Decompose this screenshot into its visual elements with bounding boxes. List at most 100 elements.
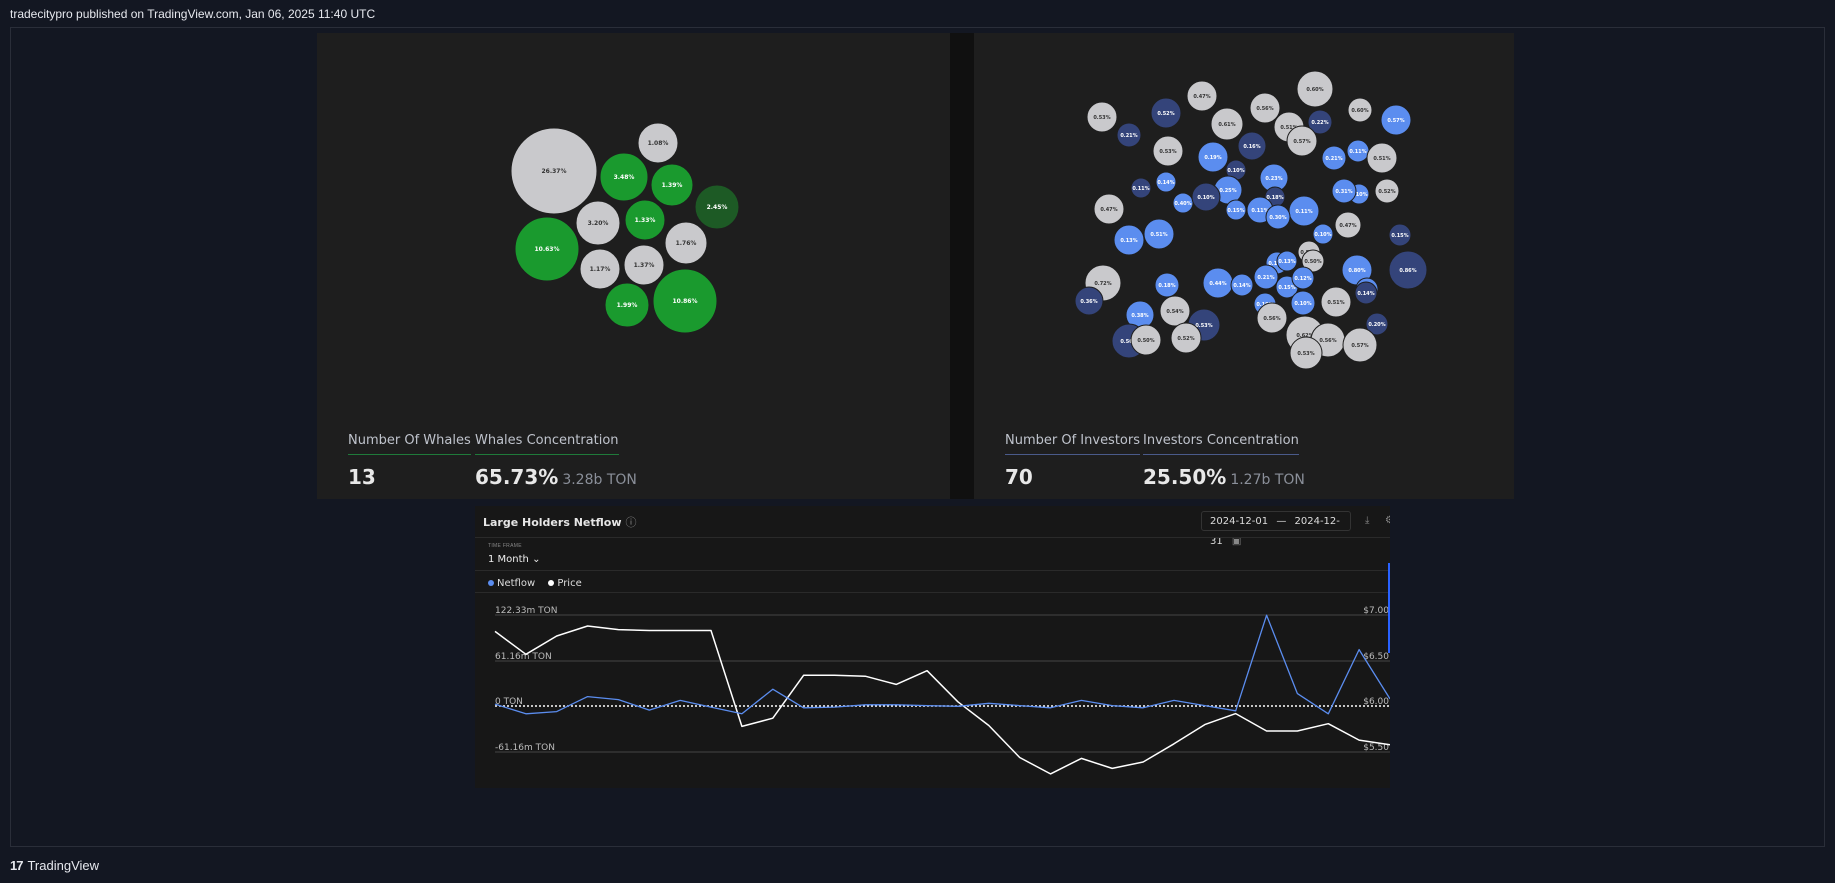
scrollbar[interactable] [1388, 563, 1390, 653]
investor-bubble[interactable] [1116, 122, 1142, 148]
legend-netflow[interactable]: Netflow [497, 578, 536, 589]
investor-bubble[interactable] [1113, 224, 1145, 256]
investor-bubble[interactable] [1154, 272, 1180, 298]
investor-bubble[interactable] [1388, 250, 1428, 290]
investor-bubble[interactable] [1366, 142, 1398, 174]
investor-bubble[interactable] [1288, 195, 1320, 227]
investor-bubble[interactable] [1093, 193, 1125, 225]
investor-bubble[interactable] [1307, 109, 1333, 135]
investor-bubble[interactable] [1130, 177, 1152, 199]
investor-bubble[interactable] [1143, 218, 1175, 250]
investor-bubble[interactable] [1170, 322, 1202, 354]
investor-bubble[interactable] [1253, 264, 1279, 290]
whale-bubble[interactable] [650, 163, 694, 207]
header-separator [475, 537, 1390, 538]
calendar-icon: ▣ [1231, 536, 1242, 547]
investor-bubble-label: 0.53% [1195, 323, 1212, 329]
investor-bubble-label: 0.54% [1166, 309, 1183, 315]
investor-bubble[interactable] [1152, 135, 1184, 167]
investor-bubble-label: 0.86% [1399, 268, 1416, 274]
investor-bubble-label: 0.11% [1349, 149, 1366, 155]
whale-bubble[interactable] [623, 244, 665, 286]
investor-bubble[interactable] [1159, 295, 1191, 327]
investor-bubble-label: 0.19% [1204, 155, 1221, 161]
investor-bubble-label: 0.10% [1197, 195, 1214, 201]
investor-bubble[interactable] [1237, 131, 1267, 161]
investor-bubble[interactable] [1334, 211, 1362, 239]
whale-bubble[interactable] [599, 152, 649, 202]
investor-bubble[interactable] [1256, 302, 1288, 334]
investor-bubble[interactable] [1312, 223, 1334, 245]
whale-bubble[interactable] [579, 248, 621, 290]
investor-bubble-label: 0.21% [1325, 156, 1342, 162]
date-from: 2024-12-01 [1210, 516, 1269, 527]
investor-bubble[interactable] [1301, 249, 1325, 273]
investor-bubble[interactable] [1388, 223, 1412, 247]
investor-bubble[interactable] [1286, 125, 1318, 157]
investor-bubble[interactable] [1249, 92, 1281, 124]
investor-bubble[interactable] [1291, 266, 1315, 290]
investor-bubble[interactable] [1230, 273, 1254, 297]
investor-bubble[interactable] [1342, 327, 1378, 363]
settings-icon[interactable]: ⚙ [1385, 515, 1390, 526]
investor-bubble[interactable] [1380, 104, 1412, 136]
investor-bubble[interactable] [1321, 145, 1347, 171]
whale-bubble[interactable] [637, 122, 679, 164]
whales-concentration-value: 65.73% [475, 465, 559, 489]
investor-bubble[interactable] [1186, 80, 1218, 112]
date-range-picker[interactable]: 2024-12-01 — 2024-12-31 ▣ [1201, 511, 1351, 547]
whale-bubble-label: 1.99% [617, 302, 638, 309]
investor-bubble[interactable] [1320, 286, 1352, 318]
whale-bubble[interactable] [510, 127, 598, 215]
price-line[interactable] [494, 625, 1390, 775]
investor-bubble[interactable] [1225, 199, 1247, 221]
investor-bubble[interactable] [1374, 178, 1400, 204]
whale-bubble[interactable] [652, 268, 718, 334]
investor-bubble[interactable] [1289, 336, 1323, 370]
investor-bubble[interactable] [1296, 70, 1334, 108]
investor-bubble-label: 0.13% [1120, 238, 1137, 244]
help-icon[interactable]: ⓘ [625, 516, 637, 529]
whale-bubble[interactable] [624, 199, 666, 241]
investor-bubble[interactable] [1331, 178, 1357, 204]
investor-bubble-label: 0.51% [1150, 232, 1167, 238]
investor-bubble[interactable] [1086, 101, 1118, 133]
whale-bubble[interactable] [514, 216, 580, 282]
investor-bubble-label: 0.56% [1256, 106, 1273, 112]
investor-bubble[interactable] [1210, 107, 1244, 141]
investor-bubble-label: 0.50% [1304, 259, 1321, 265]
timeframe-select[interactable]: 1 Month ⌄ [488, 554, 541, 565]
investors-concentration-label: Investors Concentration [1143, 433, 1299, 455]
whale-bubble[interactable] [604, 282, 650, 328]
investor-bubble-label: 0.36% [1080, 299, 1097, 305]
investor-bubble[interactable] [1347, 97, 1373, 123]
investor-bubble[interactable] [1365, 312, 1389, 336]
netflow-line[interactable] [494, 614, 1390, 715]
download-icon[interactable]: ⤓ [1365, 515, 1370, 526]
investor-bubble-label: 0.60% [1306, 87, 1323, 93]
investor-bubble[interactable] [1074, 286, 1104, 316]
whale-bubble[interactable] [694, 184, 740, 230]
investors-panel: 0.53% 0.21% 0.52% 0.47% 0.61% 0.56% 0.60% 0.53%… [974, 33, 1514, 499]
investor-bubble[interactable] [1290, 290, 1316, 316]
investor-bubble-label: 0.52% [1378, 189, 1395, 195]
investor-bubble[interactable] [1265, 204, 1291, 230]
legend-price[interactable]: Price [557, 578, 582, 589]
investor-bubble[interactable] [1155, 171, 1177, 193]
investor-bubble[interactable] [1276, 250, 1298, 272]
investor-bubble[interactable] [1197, 141, 1229, 173]
whale-bubble[interactable] [664, 221, 708, 265]
whales-concentration-stat: Whales Concentration 65.73% 3.28b TON [475, 429, 637, 489]
investor-bubble-label: 0.11% [1295, 209, 1312, 215]
whale-bubble-label: 1.08% [648, 140, 669, 147]
whale-bubble[interactable] [575, 200, 621, 246]
whale-bubble-label: 26.37% [542, 168, 567, 175]
whale-bubble-label: 10.63% [535, 246, 560, 253]
investor-bubble-label: 0.15% [1227, 208, 1244, 214]
investor-bubble[interactable] [1150, 97, 1182, 129]
investor-bubble[interactable] [1130, 324, 1162, 356]
tradingview-brand[interactable]: TradingView [27, 858, 100, 873]
investor-bubble[interactable] [1191, 182, 1221, 212]
footer: 17 TradingView [10, 858, 99, 873]
investor-bubble[interactable] [1354, 281, 1378, 305]
